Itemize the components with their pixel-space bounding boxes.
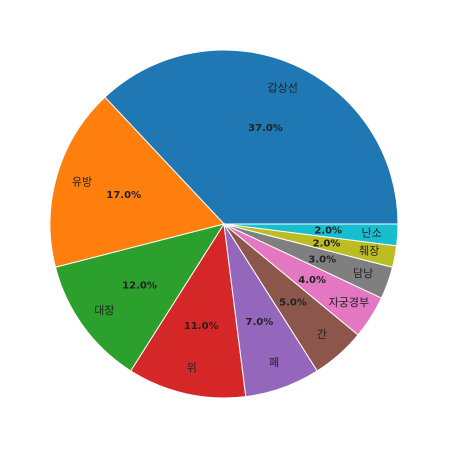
pie-wedge: [104, 49, 399, 225]
slice-label: 위: [187, 361, 197, 374]
percent-label: 37.0%: [248, 123, 283, 134]
percent-label: 3.0%: [308, 254, 336, 265]
pie-wedge: [130, 222, 247, 399]
percent-label: 12.0%: [122, 280, 157, 291]
pie-wedge: [223, 223, 399, 247]
slice-label: 난소: [361, 226, 381, 239]
percent-label: 5.0%: [279, 297, 307, 308]
slice-label: 간: [317, 328, 327, 341]
pie-wedge: [49, 96, 225, 268]
percent-label: 4.0%: [298, 275, 326, 286]
slice-label: 대장: [94, 304, 114, 317]
percent-label: 11.0%: [184, 321, 219, 332]
slice-label: 췌장: [359, 245, 379, 258]
percent-label: 2.0%: [313, 239, 341, 250]
slice-label: 폐: [269, 356, 279, 369]
pie-wedge: [54, 223, 226, 372]
slice-label: 갑상선: [268, 81, 298, 94]
percent-label: 7.0%: [245, 317, 273, 328]
percent-label: 2.0%: [314, 226, 342, 237]
slice-label: 유방: [72, 176, 92, 189]
slice-label: 자궁경부: [329, 296, 369, 309]
slice-label: 담낭: [353, 267, 373, 280]
percent-label: 17.0%: [106, 190, 141, 201]
